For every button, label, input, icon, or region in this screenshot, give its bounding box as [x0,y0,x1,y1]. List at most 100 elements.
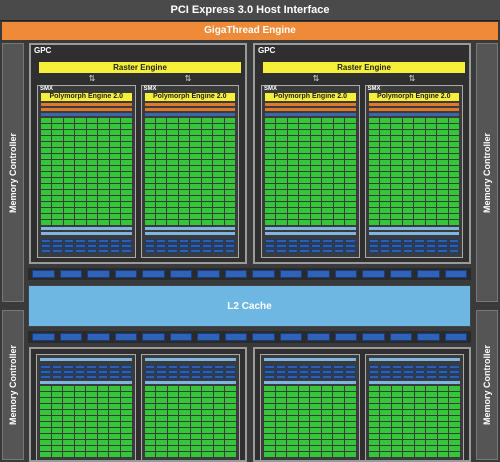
ld-st-unit [275,370,287,374]
data-flow-arrow-icon: ⇅ [88,74,96,83]
cuda-core [310,452,321,457]
cuda-core [437,386,449,391]
cuda-core [276,196,287,201]
cuda-core [41,178,52,183]
ld-st-unit [190,375,202,379]
ld-st-unit [213,239,224,243]
cuda-core [310,386,321,391]
cuda-core [63,166,75,171]
cuda-core [98,136,109,141]
cuda-core [449,422,460,427]
smx: SMX Polymorph Engine 2.0 [261,85,360,258]
ld-st-unit [97,375,109,379]
cuda-core [449,446,460,451]
cuda-core-grid [41,118,132,225]
cuda-core [51,404,63,409]
cuda-core [178,178,190,183]
cuda-core [322,202,333,207]
cuda-core [310,214,322,219]
warp-scheduler [144,108,235,111]
cuda-core [86,184,98,189]
cuda-core [41,148,52,153]
cuda-core [333,154,345,159]
ld-st-unit [51,365,63,369]
cuda-core [437,220,448,225]
cuda-core [40,404,51,409]
cuda-core [41,160,52,165]
cuda-core [97,404,109,409]
register-file [368,113,459,116]
cuda-core [345,202,356,207]
cuda-core [437,214,448,219]
ld-st-unit [51,375,63,379]
cuda-core [213,220,224,225]
cuda-core [391,428,403,433]
cuda-core [202,422,213,427]
cuda-core [287,440,298,445]
ld-st-unit [190,365,202,369]
memory-partition [307,333,330,341]
cuda-core [52,136,63,141]
cuda-core [380,452,391,457]
ld-st-unit [225,375,236,379]
cuda-core [190,202,201,207]
cuda-core [333,160,345,165]
cuda-core [167,208,178,213]
warp-scheduler [368,108,459,111]
cuda-core [213,142,224,147]
cuda-core [344,410,356,415]
ld-st-unit [448,244,459,248]
cuda-core [322,160,333,165]
cuda-core [345,172,356,177]
cuda-core [98,118,109,123]
cuda-core [75,190,86,195]
cuda-core [265,124,276,129]
cuda-core [345,154,356,159]
cuda-core [213,202,224,207]
cuda-core [333,220,345,225]
cuda-core [178,160,190,165]
cuda-core [287,124,299,129]
ld-st-unit [380,365,391,369]
cuda-core [345,136,356,141]
cuda-core [40,392,51,397]
cuda-core [109,410,120,415]
ld-st-unit [437,365,449,369]
cuda-core [265,172,276,177]
cuda-core [51,428,63,433]
cuda-core [322,178,333,183]
shared-memory [41,232,132,235]
ld-st-unit [97,370,109,374]
cuda-core [156,398,167,403]
cuda-core [287,166,299,171]
cuda-core [368,202,379,207]
cuda-core [155,124,167,129]
cuda-core [224,154,235,159]
cuda-core [322,166,333,171]
smx: SMX Polymorph Engine 2.0 [364,85,463,258]
ld-st-unit [98,239,109,243]
cuda-core [298,410,310,415]
ld-st-unit [448,249,459,253]
cuda-core [74,422,86,427]
cuda-core [391,404,403,409]
ld-st-unit [449,365,460,369]
cuda-core [298,386,310,391]
cuda-core [178,214,190,219]
cuda-core [310,428,321,433]
cuda-core [265,190,276,195]
cuda-core [426,422,437,427]
cuda-core [225,428,236,433]
ld-st-unit [344,365,356,369]
ld-st-unit [344,370,356,374]
cuda-core [449,398,460,403]
cuda-core [391,422,403,427]
cuda-core [225,446,236,451]
cuda-core [275,416,287,421]
cuda-core [225,392,236,397]
cuda-core [109,130,121,135]
cuda-core [144,404,156,409]
cuda-core [179,398,190,403]
cuda-core [310,202,322,207]
cuda-core [167,452,179,457]
